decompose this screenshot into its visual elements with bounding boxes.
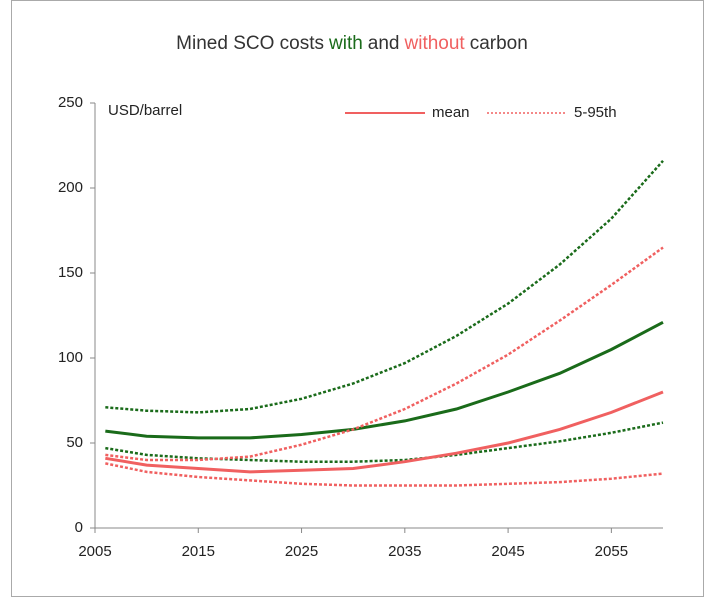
x-tick-label: 2025 [285,543,318,560]
x-tick-label: 2035 [388,543,421,560]
series-line [105,390,664,474]
y-tick-label: 0 [75,519,83,536]
series-line [105,462,664,487]
y-tick-label: 50 [66,434,83,451]
series-line [105,159,664,414]
x-tick-label: 2005 [78,543,111,560]
x-tick-label: 2055 [595,543,628,560]
y-tick-label: 150 [58,264,83,281]
title-part: Mined SCO costs [176,33,324,54]
series-line [105,246,664,462]
series-line [105,320,664,440]
legend-label: 5-95th [574,104,617,121]
y-tick-label: 250 [58,94,83,111]
frame [11,0,704,597]
x-tick-label: 2015 [182,543,215,560]
x-tick-label: 2045 [491,543,524,560]
y-axis-label: USD/barrel [108,102,182,119]
legend-label: mean [432,104,470,121]
y-tick-label: 100 [58,349,83,366]
y-tick-label: 200 [58,179,83,196]
chart-title: Mined SCO costs with and without carbon [176,33,528,54]
title-part: carbon [470,33,528,54]
title-part: without [404,33,466,54]
title-part: with [328,33,363,54]
series-line [105,421,664,463]
title-part: and [368,33,400,54]
